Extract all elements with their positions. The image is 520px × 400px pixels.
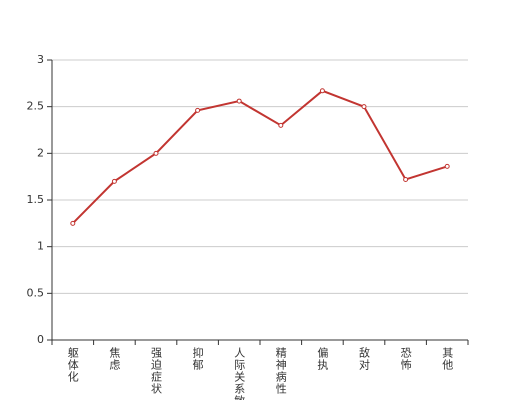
point	[70, 220, 76, 226]
point	[111, 178, 117, 184]
point	[361, 104, 367, 110]
y-tick-label: 2	[37, 146, 44, 159]
y-tick-label: 1.5	[27, 193, 45, 206]
x-tick-label: 其他	[441, 347, 454, 371]
x-tick-label: 焦虑	[108, 347, 121, 371]
x-tick-label: 敌对	[358, 346, 371, 371]
x-tick-label: 恐怖	[399, 347, 412, 371]
x-tick-label: 偏执	[316, 346, 329, 371]
point	[319, 88, 325, 94]
x-tick-label: 抑郁	[191, 346, 204, 371]
x-tick-label: 精神病性	[274, 347, 287, 395]
point	[236, 98, 242, 104]
y-tick-label: 1	[37, 240, 44, 253]
line	[72, 89, 448, 225]
x-tick-label: 人际关系敏感	[233, 347, 246, 400]
point	[195, 107, 201, 113]
point	[153, 150, 159, 156]
point	[444, 163, 450, 169]
x-tick-label: 强迫症状	[150, 347, 163, 395]
point	[403, 176, 409, 182]
point	[278, 122, 284, 128]
y-tick-label: 2.5	[27, 100, 45, 113]
y-tick-label: 0	[37, 333, 44, 346]
y-tick-label: 0.5	[27, 286, 45, 299]
x-tick-label: 躯体化	[66, 347, 79, 383]
y-tick-label: 3	[37, 53, 44, 66]
